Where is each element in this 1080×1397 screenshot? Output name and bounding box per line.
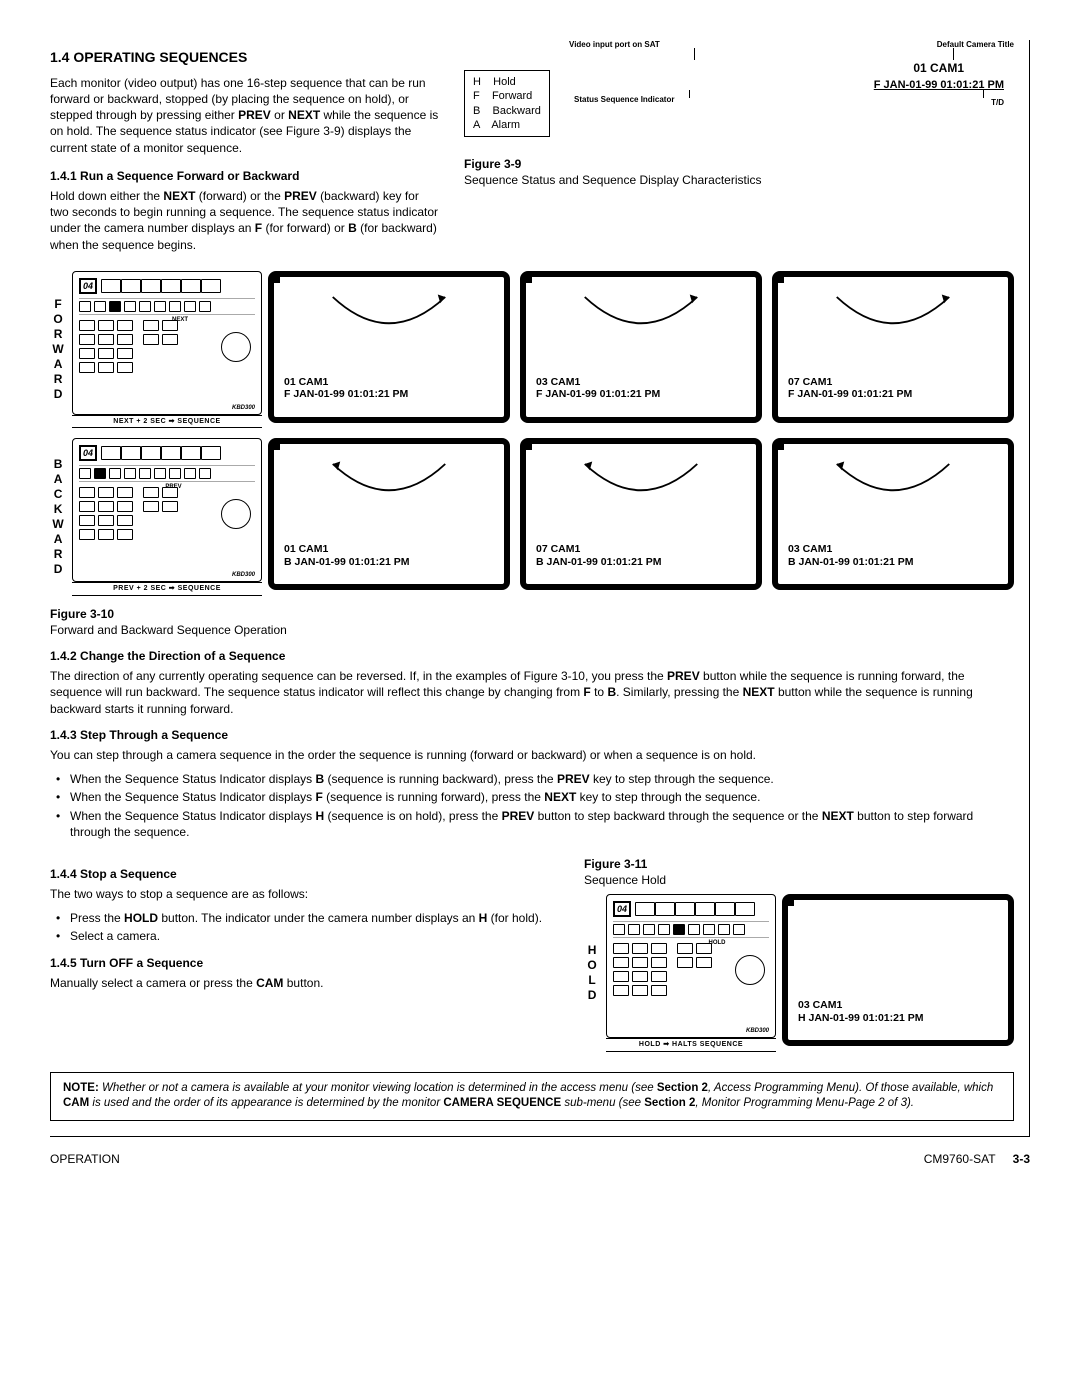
sec-1-4-2-title: 1.4.2 Change the Direction of a Sequence: [50, 648, 1014, 664]
ann-default-title: Default Camera Title: [937, 40, 1014, 51]
sec-1-4-3-intro: You can step through a camera sequence i…: [50, 747, 1014, 763]
fig11-label: Figure 3-11: [584, 857, 647, 871]
sec-1-4-4-title: 1.4.4 Stop a Sequence: [50, 866, 564, 882]
kbd-caption-fwd: NEXT + 2 SEC ➡ SEQUENCE: [72, 415, 262, 428]
keypad-hold: 04 HOLD: [606, 894, 776, 1038]
fig9-caption: Sequence Status and Sequence Display Cha…: [464, 173, 762, 187]
sec-1-4-5-body: Manually select a camera or press the CA…: [50, 975, 564, 991]
kbd-model: KBD300: [232, 404, 255, 412]
keypad-forward: 04 NEXT KBD300: [72, 271, 262, 415]
fig10-caption: Forward and Backward Sequence Operation: [50, 623, 287, 637]
monitor: 03 CAM1B JAN-01-99 01:01:21 PM: [772, 438, 1014, 590]
keypad-backward: 04 PREV KBD300: [72, 438, 262, 582]
kbd-num: 04: [613, 901, 631, 917]
footer-model: CM9760-SAT: [924, 1152, 996, 1166]
legend-a: A Alarm: [473, 118, 541, 132]
sec-1-4-5-title: 1.4.5 Turn OFF a Sequence: [50, 955, 564, 971]
monitor: 01 CAM1B JAN-01-99 01:01:21 PM: [268, 438, 510, 590]
legend-f: F Forward: [473, 89, 541, 103]
fig9-legend: H Hold F Forward B Backward A Alarm: [464, 70, 550, 137]
monitor: 07 CAM1B JAN-01-99 01:01:21 PM: [520, 438, 762, 590]
ann-td: T/D: [991, 98, 1004, 109]
fig9-label: Figure 3-9: [464, 157, 521, 171]
footer-page: 3-3: [1013, 1152, 1030, 1166]
kbd-num: 04: [79, 445, 97, 461]
ann-video-port: Video input port on SAT: [569, 40, 660, 51]
fig9-cam: 01 CAM1: [913, 60, 964, 76]
footer-left: OPERATION: [50, 1151, 120, 1167]
sec-1-4-2-body: The direction of any currently operating…: [50, 668, 1014, 717]
legend-h: H Hold: [473, 75, 541, 89]
kbd-model: KBD300: [746, 1027, 769, 1035]
forward-row: FORWARD 04 NEXT KBD300: [50, 271, 1014, 428]
note-box: NOTE: Whether or not a camera is availab…: [50, 1072, 1014, 1121]
monitor: 03 CAM1H JAN-01-99 01:01:21 PM: [782, 894, 1014, 1046]
backward-label: BACKWARD: [50, 438, 66, 595]
forward-label: FORWARD: [50, 271, 66, 428]
monitor: 07 CAM1F JAN-01-99 01:01:21 PM: [772, 271, 1014, 423]
sec-1-4-3-list: When the Sequence Status Indicator displ…: [50, 771, 1014, 840]
fig10-label: Figure 3-10: [50, 607, 114, 621]
page-content: 1.4 OPERATING SEQUENCES Each monitor (vi…: [50, 40, 1030, 1137]
page-footer: OPERATION CM9760-SAT 3-3: [50, 1151, 1030, 1167]
figure-3-9-diagram: Video input port on SAT Default Camera T…: [464, 40, 1014, 150]
kbd-num: 04: [79, 278, 97, 294]
monitor: 01 CAM1F JAN-01-99 01:01:21 PM: [268, 271, 510, 423]
kbd-caption-hold: HOLD ➡ HALTS SEQUENCE: [606, 1038, 776, 1051]
sec-1-4-4-list: Press the HOLD button. The indicator und…: [50, 910, 564, 944]
sec-1-4-3-title: 1.4.3 Step Through a Sequence: [50, 727, 1014, 743]
monitor: 03 CAM1F JAN-01-99 01:01:21 PM: [520, 271, 762, 423]
backward-row: BACKWARD 04 PREV KBD300: [50, 438, 1014, 595]
kbd-caption-bwd: PREV + 2 SEC ➡ SEQUENCE: [72, 582, 262, 595]
sec-1-4-1-body: Hold down either the NEXT (forward) or t…: [50, 188, 440, 253]
sec-1-4-1-title: 1.4.1 Run a Sequence Forward or Backward: [50, 168, 440, 184]
fig9-date: F JAN-01-99 01:01:21 PM: [874, 78, 1004, 93]
fig11-caption: Sequence Hold: [584, 873, 666, 887]
sec-1-4-4-intro: The two ways to stop a sequence are as f…: [50, 886, 564, 902]
sec-1-4-title: 1.4 OPERATING SEQUENCES: [50, 48, 440, 67]
ann-ssi: Status Sequence Indicator: [574, 95, 674, 106]
kbd-model: KBD300: [232, 571, 255, 579]
sec-1-4-intro: Each monitor (video output) has one 16-s…: [50, 75, 440, 156]
legend-b: B Backward: [473, 104, 541, 118]
hold-label: HOLD: [584, 894, 600, 1051]
